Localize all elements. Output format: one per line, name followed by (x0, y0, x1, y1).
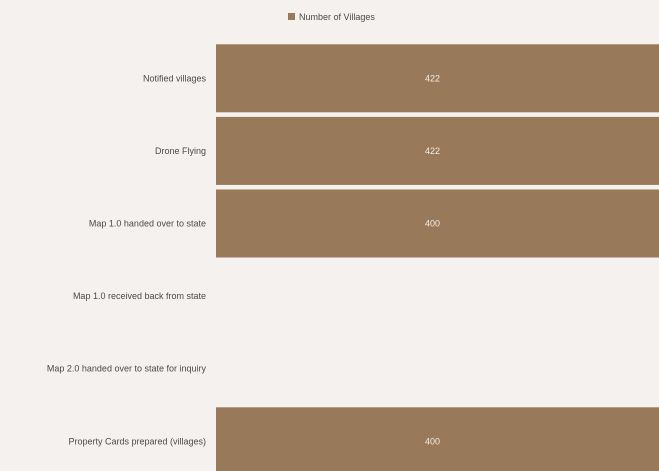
legend: Number of Villages (288, 12, 375, 22)
bar-value-label: 422 (425, 73, 440, 83)
legend-swatch (288, 13, 295, 20)
bar-value-label: 400 (425, 436, 440, 446)
bar-value-label: 400 (425, 219, 440, 229)
category-label: Map 1.0 received back from state (73, 291, 206, 301)
bar (216, 407, 659, 471)
category-label: Map 2.0 handed over to state for inquiry (47, 364, 207, 374)
category-label: Drone Flying (155, 146, 206, 156)
legend-label: Number of Villages (299, 12, 375, 22)
category-label: Property Cards prepared (villages) (68, 436, 206, 446)
bar (216, 189, 659, 258)
plot-area: Notified villages 422 Drone Flying 422 Map 1… (47, 44, 659, 471)
bar (216, 116, 659, 185)
category-label: Notified villages (143, 73, 207, 83)
category-label: Map 1.0 handed over to state (89, 219, 206, 229)
bar-value-label: 422 (425, 146, 440, 156)
bar (216, 44, 659, 113)
